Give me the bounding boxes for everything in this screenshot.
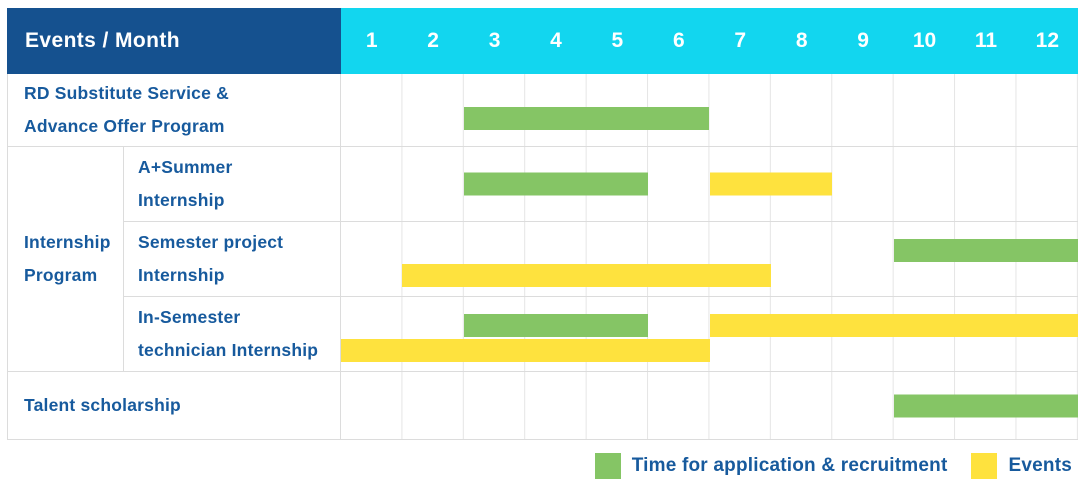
schedule-table: Events / Month 1 2 3 4 5 6 7 8 9 10 11 1… — [7, 8, 1078, 440]
events-month-header: Events / Month — [7, 8, 341, 74]
month-header-cell: 1 — [365, 29, 378, 52]
row-label-in-semester-technician: In-Semester technician Internship — [124, 297, 341, 372]
gantt-bar-green — [893, 239, 1078, 262]
group-label-internship-program: Internship Program — [7, 147, 124, 372]
month-header-cell: 6 — [672, 29, 685, 52]
gantt-bar-yellow — [402, 264, 771, 287]
chart-row-rd-substitute — [341, 74, 1078, 147]
month-header-cell: 7 — [734, 29, 747, 52]
month-header-cell: 8 — [795, 29, 808, 52]
gantt-bar-green — [893, 394, 1078, 417]
row-label-rd-substitute: RD Substitute Service & Advance Offer Pr… — [7, 74, 341, 147]
month-header-cell: 3 — [488, 29, 501, 52]
chart-row-a-plus-summer — [341, 147, 1078, 222]
legend-label: Time for application & recruitment — [631, 455, 948, 476]
legend-item-events: Events — [971, 453, 1072, 479]
chart-row-semester-project — [341, 222, 1078, 297]
month-header-cell: 9 — [857, 29, 869, 52]
gantt-bar-yellow — [709, 314, 1078, 337]
month-header-cell: 4 — [550, 29, 562, 52]
month-header-cell: 5 — [611, 29, 624, 52]
yellow-swatch-icon — [971, 453, 998, 479]
row-label-a-plus-summer: A+Summer Internship — [124, 147, 341, 222]
gantt-bar-yellow — [341, 339, 710, 362]
legend-label: Events — [1008, 455, 1072, 476]
month-header-cell: 2 — [427, 29, 439, 52]
month-header-cell: 12 — [1035, 29, 1060, 52]
month-header-row: 1 2 3 4 5 6 7 8 9 10 11 12 — [341, 8, 1078, 74]
gantt-bar-green — [463, 172, 649, 196]
legend-item-application-recruitment: Time for application & recruitment — [594, 453, 948, 479]
chart-row-talent-scholarship — [341, 372, 1078, 440]
row-label-semester-project: Semester project Internship — [124, 222, 341, 297]
green-swatch-icon — [594, 453, 621, 479]
month-header-cell: 11 — [974, 29, 998, 52]
month-header-cell: 10 — [912, 29, 937, 52]
gantt-bar-green — [463, 107, 710, 130]
gantt-bar-yellow — [709, 172, 833, 196]
row-label-talent-scholarship: Talent scholarship — [7, 372, 341, 440]
chart-row-in-semester-technician — [341, 297, 1078, 372]
legend: Time for application & recruitment Event… — [594, 453, 1072, 479]
gantt-bar-green — [463, 314, 649, 337]
